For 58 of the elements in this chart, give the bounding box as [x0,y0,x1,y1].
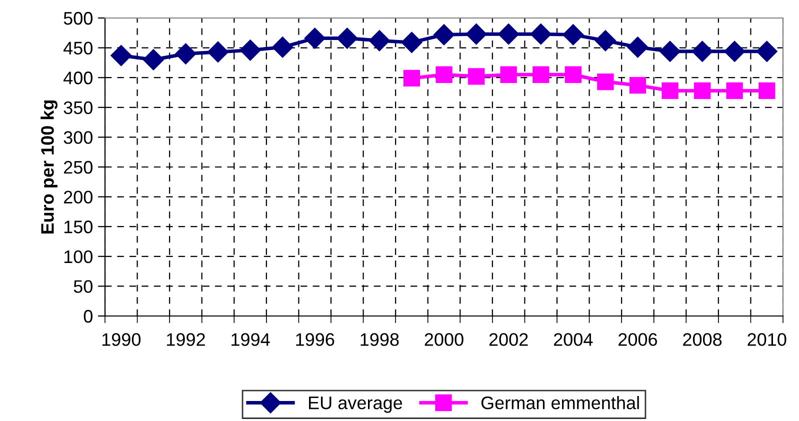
x-tick-label: 1992 [167,333,205,346]
legend-label: EU average [309,396,402,413]
y-tick-label: 0 [84,310,92,323]
point [627,36,648,58]
point [629,77,646,94]
point [659,40,681,62]
point [466,24,487,45]
y-tick-label: 400 [63,72,92,84]
point [175,43,196,64]
y-tick-label: 500 [64,12,92,25]
y-tick-label: 100 [64,250,92,264]
point [756,40,778,62]
point [694,82,711,100]
point [662,82,678,100]
point [692,40,713,62]
point [594,30,616,52]
point [336,28,358,49]
y-tick-label: 150 [64,220,92,234]
point [532,66,550,83]
point [110,45,132,66]
y-tick-label: 250 [64,160,92,174]
point [724,40,746,62]
point [240,40,261,61]
point [368,30,390,52]
x-tick-label: 1994 [232,333,270,346]
y-axis-title: Euro per 100 kg [40,100,58,234]
point [142,49,164,70]
point [500,66,517,83]
y-tick-label: 450 [63,42,92,55]
point [530,24,552,45]
y-tick-label: 200 [64,190,92,204]
x-tick-label: 2006 [618,333,658,346]
x-tick-label: 2002 [489,333,528,346]
point [436,66,452,83]
point [433,24,455,46]
point [564,66,582,83]
point [272,36,294,58]
y-tick-label: 50 [74,280,92,293]
x-tick-label: 2008 [683,333,722,346]
point [562,24,584,46]
legend-label: German emmenthal [481,396,639,410]
point [403,70,420,87]
point [498,24,520,45]
x-tick-label: 2004 [554,333,593,346]
x-tick-label: 2000 [424,333,464,346]
x-tick-label: 2010 [748,333,786,346]
point [401,32,422,53]
x-tick-label: 1996 [296,333,334,346]
point [758,82,776,100]
point [207,41,229,62]
y-tick-label: 300 [64,131,92,144]
point [726,82,743,100]
y-tick-label: 350 [64,101,92,114]
point [304,28,326,49]
point [597,73,614,90]
x-tick-label: 1998 [360,333,399,346]
x-tick-label: 1990 [102,333,141,346]
point [468,68,485,85]
